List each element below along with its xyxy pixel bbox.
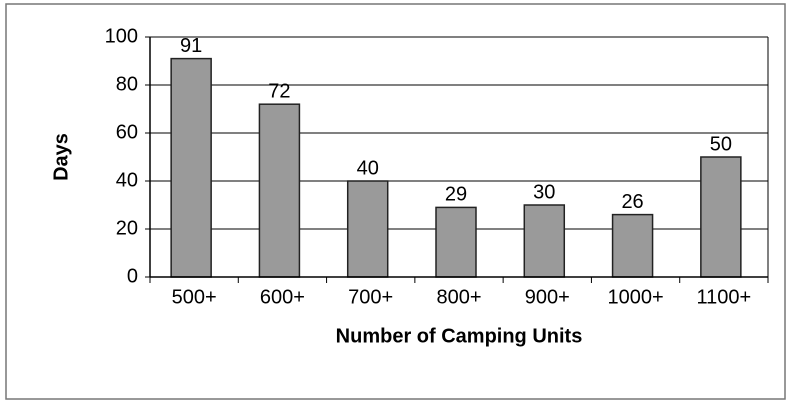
data-label: 72	[268, 80, 290, 102]
data-label: 30	[533, 181, 555, 203]
x-tick-label: 800+	[436, 286, 481, 308]
chart-frame	[5, 3, 786, 400]
x-tick-label: 1100+	[697, 286, 752, 308]
x-axis-label: Number of Camping Units	[336, 325, 583, 347]
y-tick-label: 40	[116, 169, 138, 191]
bar	[170, 57, 212, 278]
bar	[611, 213, 654, 278]
x-tick-label: 500+	[172, 286, 217, 308]
x-tick-label: 900+	[525, 286, 570, 308]
x-tick-label: 1000+	[607, 286, 663, 308]
data-label: 26	[621, 191, 643, 213]
data-label: 40	[357, 157, 379, 179]
data-label: 29	[445, 184, 467, 206]
y-tick-label: 0	[127, 265, 138, 287]
bar	[346, 180, 389, 278]
bar	[700, 156, 742, 278]
bar	[258, 103, 301, 278]
data-label: 91	[180, 35, 202, 57]
data-label: 50	[710, 133, 732, 155]
y-tick-label: 60	[116, 121, 138, 143]
x-tick-label: 700+	[348, 286, 393, 308]
y-tick-label: 80	[116, 73, 138, 95]
y-tick-label: 20	[116, 217, 138, 239]
x-tick-label: 600+	[260, 286, 305, 308]
bar	[523, 204, 566, 278]
bar	[435, 206, 477, 278]
y-axis-label: Days	[50, 133, 72, 181]
y-tick-label: 100	[105, 25, 138, 47]
